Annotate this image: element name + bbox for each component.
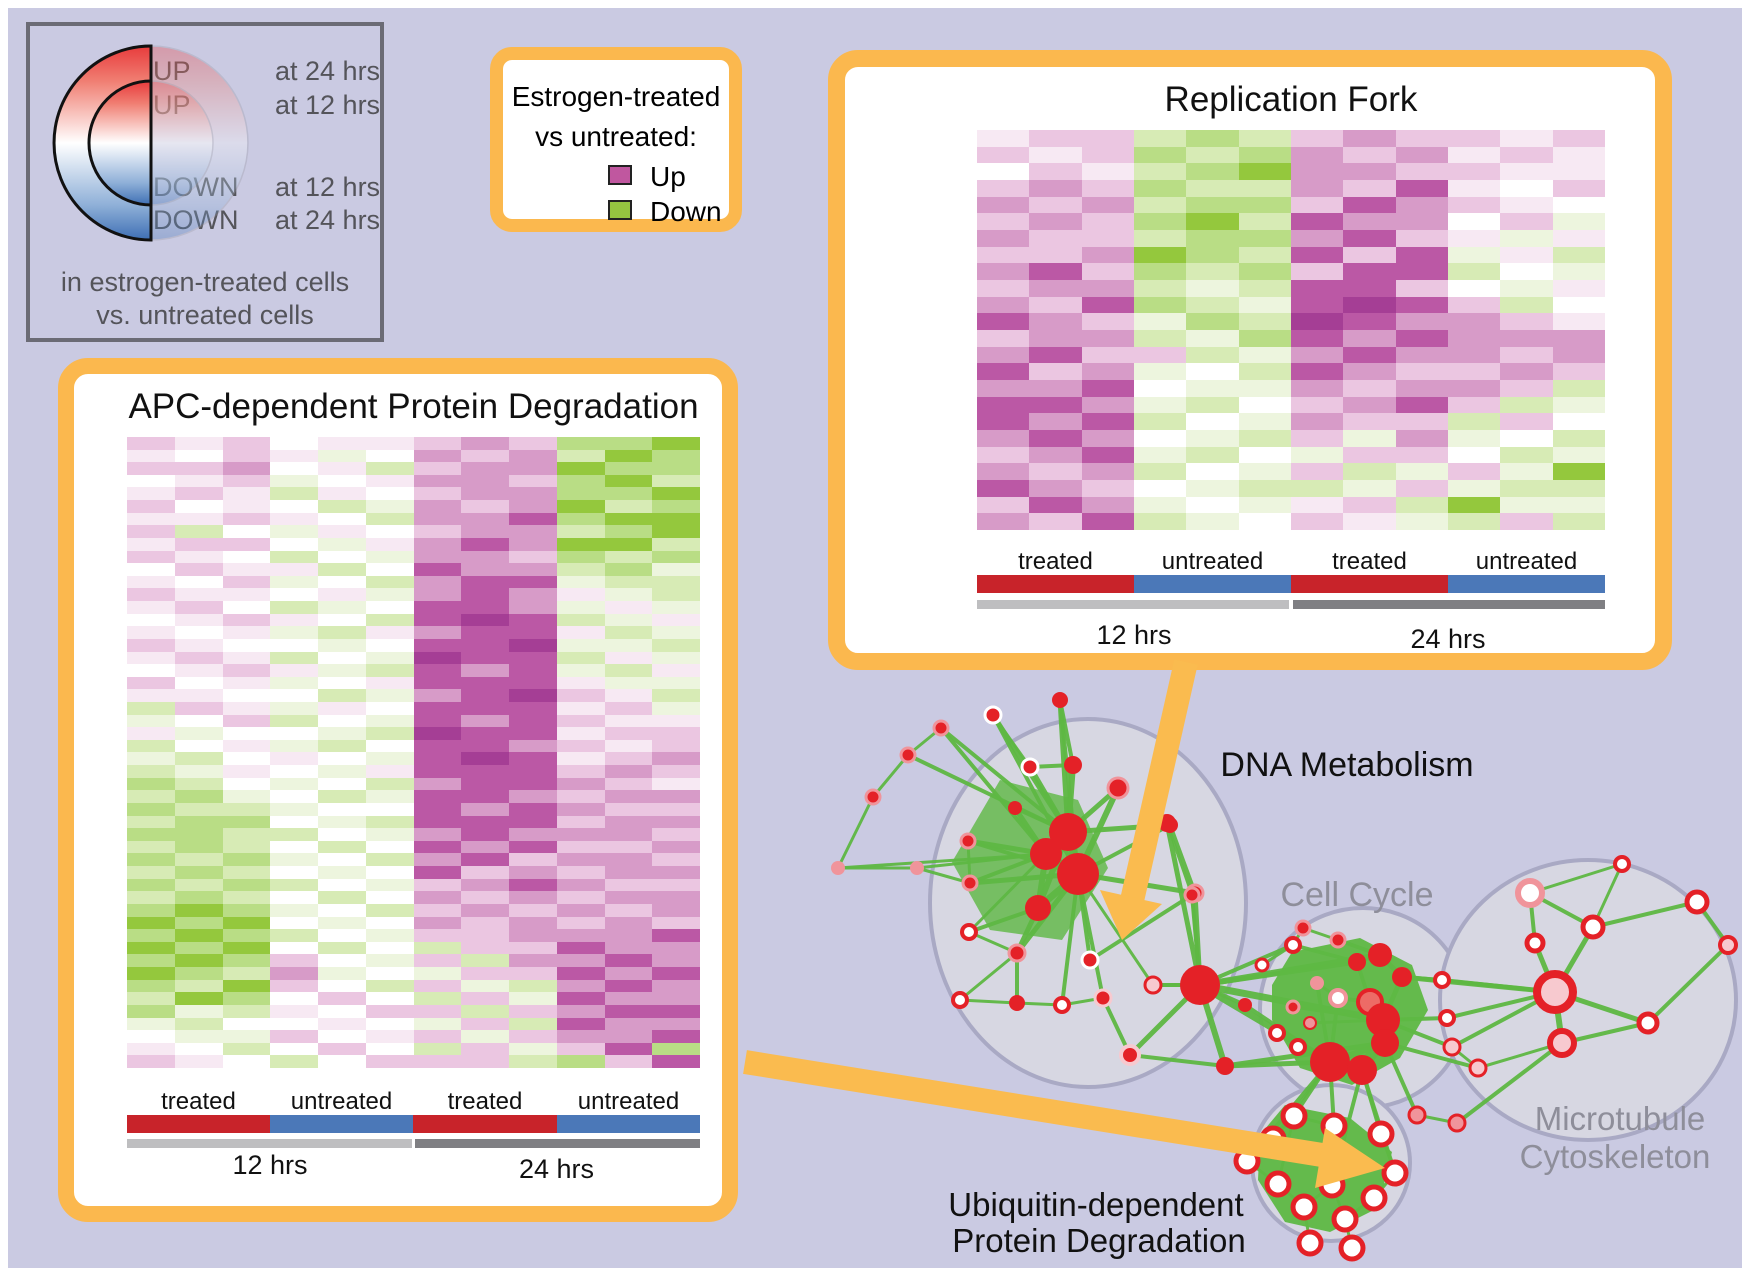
circle-legend-up24-label: UP bbox=[153, 56, 191, 86]
up-label: Up bbox=[650, 161, 686, 192]
rf-group-label-2: untreated bbox=[1161, 548, 1264, 575]
apc-heatmap bbox=[127, 437, 700, 1068]
estrogen-legend-title-1: Estrogen-treated bbox=[511, 81, 721, 112]
circle-legend-box bbox=[26, 22, 384, 342]
circle-legend-up12-label: UP bbox=[153, 90, 191, 120]
replication-fork-title: Replication Fork bbox=[1164, 80, 1418, 119]
microtubule-label-1: Microtubule bbox=[1534, 1100, 1706, 1137]
apc-group-label-1: treated bbox=[161, 1088, 236, 1115]
replication-fork-heatmap bbox=[977, 130, 1605, 530]
rf-12hr-bar bbox=[977, 600, 1289, 609]
circle-legend-down12-time: at 12 hrs bbox=[275, 172, 381, 202]
up-color-swatch bbox=[608, 165, 632, 185]
rf-group-label-4: untreated bbox=[1475, 548, 1578, 575]
apc-24hr-bar bbox=[415, 1139, 700, 1148]
apc-group-label-3: treated bbox=[447, 1088, 523, 1115]
apc-group-label-2: untreated bbox=[290, 1088, 393, 1115]
cell-cycle-label: Cell Cycle bbox=[1280, 876, 1434, 914]
apc-12hr-bar bbox=[127, 1139, 412, 1148]
ubiquitin-label-2: Protein Degradation bbox=[952, 1222, 1246, 1259]
circle-legend-up24-time: at 24 hrs bbox=[275, 56, 381, 86]
circle-legend-down12-label: DOWN bbox=[153, 172, 239, 202]
apc-group-label-4: untreated bbox=[577, 1088, 680, 1115]
microtubule-label-2: Cytoskeleton bbox=[1519, 1138, 1711, 1175]
down-label: Down bbox=[650, 196, 722, 227]
circle-legend-down24-label: DOWN bbox=[153, 205, 239, 235]
rf-bar-treated-12 bbox=[977, 575, 1134, 593]
rf-24hr-label: 24 hrs bbox=[1410, 624, 1486, 654]
ubiquitin-label-1: Ubiquitin-dependent bbox=[948, 1186, 1244, 1223]
apc-bar-untreated-12 bbox=[270, 1115, 413, 1133]
apc-24hr-label: 24 hrs bbox=[518, 1154, 595, 1184]
apc-bar-untreated-24 bbox=[557, 1115, 700, 1133]
circle-legend-up12-time: at 12 hrs bbox=[275, 90, 381, 120]
rf-bar-treated-24 bbox=[1291, 575, 1448, 593]
apc-bar-treated-24 bbox=[413, 1115, 557, 1133]
apc-12hr-label: 12 hrs bbox=[232, 1150, 308, 1180]
rf-bar-untreated-12 bbox=[1134, 575, 1291, 593]
apc-bar-treated-12 bbox=[127, 1115, 270, 1133]
down-color-swatch bbox=[608, 200, 632, 220]
rf-24hr-bar bbox=[1293, 600, 1605, 609]
circle-legend-down24-time: at 24 hrs bbox=[275, 205, 381, 235]
estrogen-legend-title-2: vs untreated: bbox=[535, 121, 697, 152]
rf-bar-untreated-24 bbox=[1448, 575, 1605, 593]
dna-metabolism-label: DNA Metabolism bbox=[1220, 746, 1474, 784]
circle-legend-footer-1: in estrogen-treated cells bbox=[60, 267, 350, 297]
rf-group-label-1: treated bbox=[1018, 548, 1093, 575]
rf-group-label-3: treated bbox=[1332, 548, 1407, 575]
circle-legend-footer-2: vs. untreated cells bbox=[96, 300, 314, 330]
apc-title: APC-dependent Protein Degradation bbox=[128, 387, 699, 426]
rf-12hr-label: 12 hrs bbox=[1096, 620, 1172, 650]
